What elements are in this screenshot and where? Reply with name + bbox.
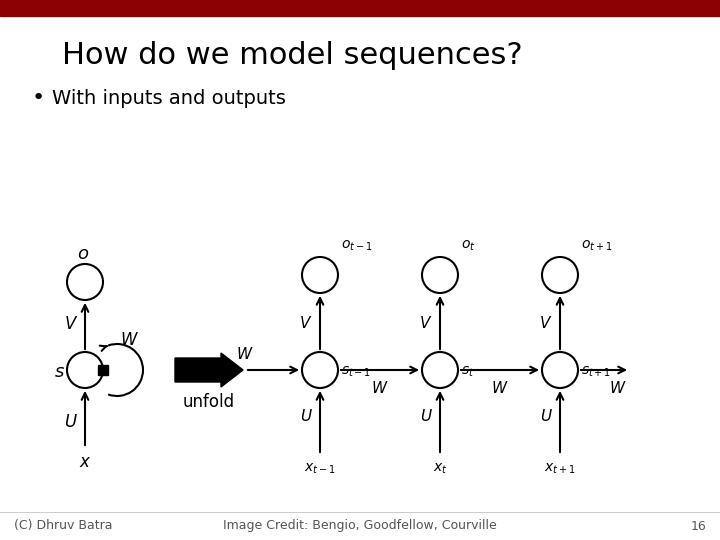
Text: unfold: unfold — [183, 393, 235, 411]
Text: $x_{t+1}$: $x_{t+1}$ — [544, 462, 576, 476]
Text: $x_t$: $x_t$ — [433, 462, 447, 476]
Text: $W$: $W$ — [236, 346, 253, 362]
Text: 16: 16 — [690, 519, 706, 532]
Circle shape — [67, 264, 103, 300]
Text: $V$: $V$ — [539, 314, 553, 330]
Bar — [98, 365, 108, 375]
Text: $U$: $U$ — [64, 413, 78, 431]
Circle shape — [67, 352, 103, 388]
Circle shape — [422, 352, 458, 388]
Text: $W$: $W$ — [120, 331, 138, 349]
Circle shape — [542, 257, 578, 293]
Circle shape — [542, 352, 578, 388]
Text: $V$: $V$ — [64, 315, 78, 333]
Bar — [0, 0, 720, 16]
Text: •: • — [32, 88, 45, 108]
Text: (C) Dhruv Batra: (C) Dhruv Batra — [14, 519, 112, 532]
Text: $o_{t-1}$: $o_{t-1}$ — [341, 239, 372, 253]
Text: $W$: $W$ — [372, 380, 389, 396]
Text: $V$: $V$ — [419, 314, 433, 330]
Text: $U$: $U$ — [300, 408, 312, 424]
Text: $x_{t-1}$: $x_{t-1}$ — [305, 462, 336, 476]
Text: $W$: $W$ — [609, 380, 627, 396]
Circle shape — [302, 352, 338, 388]
Text: $W$: $W$ — [491, 380, 509, 396]
Text: $s_t$: $s_t$ — [461, 365, 474, 379]
Text: $s_{t+1}$: $s_{t+1}$ — [581, 365, 611, 379]
Text: $o_{t+1}$: $o_{t+1}$ — [581, 239, 613, 253]
Text: $o$: $o$ — [77, 245, 89, 263]
Text: Image Credit: Bengio, Goodfellow, Courville: Image Credit: Bengio, Goodfellow, Courvi… — [223, 519, 497, 532]
Text: $V$: $V$ — [300, 314, 312, 330]
Text: $U$: $U$ — [539, 408, 552, 424]
Circle shape — [422, 257, 458, 293]
Circle shape — [302, 257, 338, 293]
Text: $x$: $x$ — [78, 453, 91, 471]
FancyArrow shape — [175, 353, 243, 387]
Text: $s_{t-1}$: $s_{t-1}$ — [341, 365, 372, 379]
Text: $s$: $s$ — [53, 363, 65, 381]
Text: $U$: $U$ — [420, 408, 433, 424]
Text: $o_t$: $o_t$ — [461, 239, 476, 253]
Text: How do we model sequences?: How do we model sequences? — [62, 40, 523, 70]
Text: With inputs and outputs: With inputs and outputs — [52, 89, 286, 107]
